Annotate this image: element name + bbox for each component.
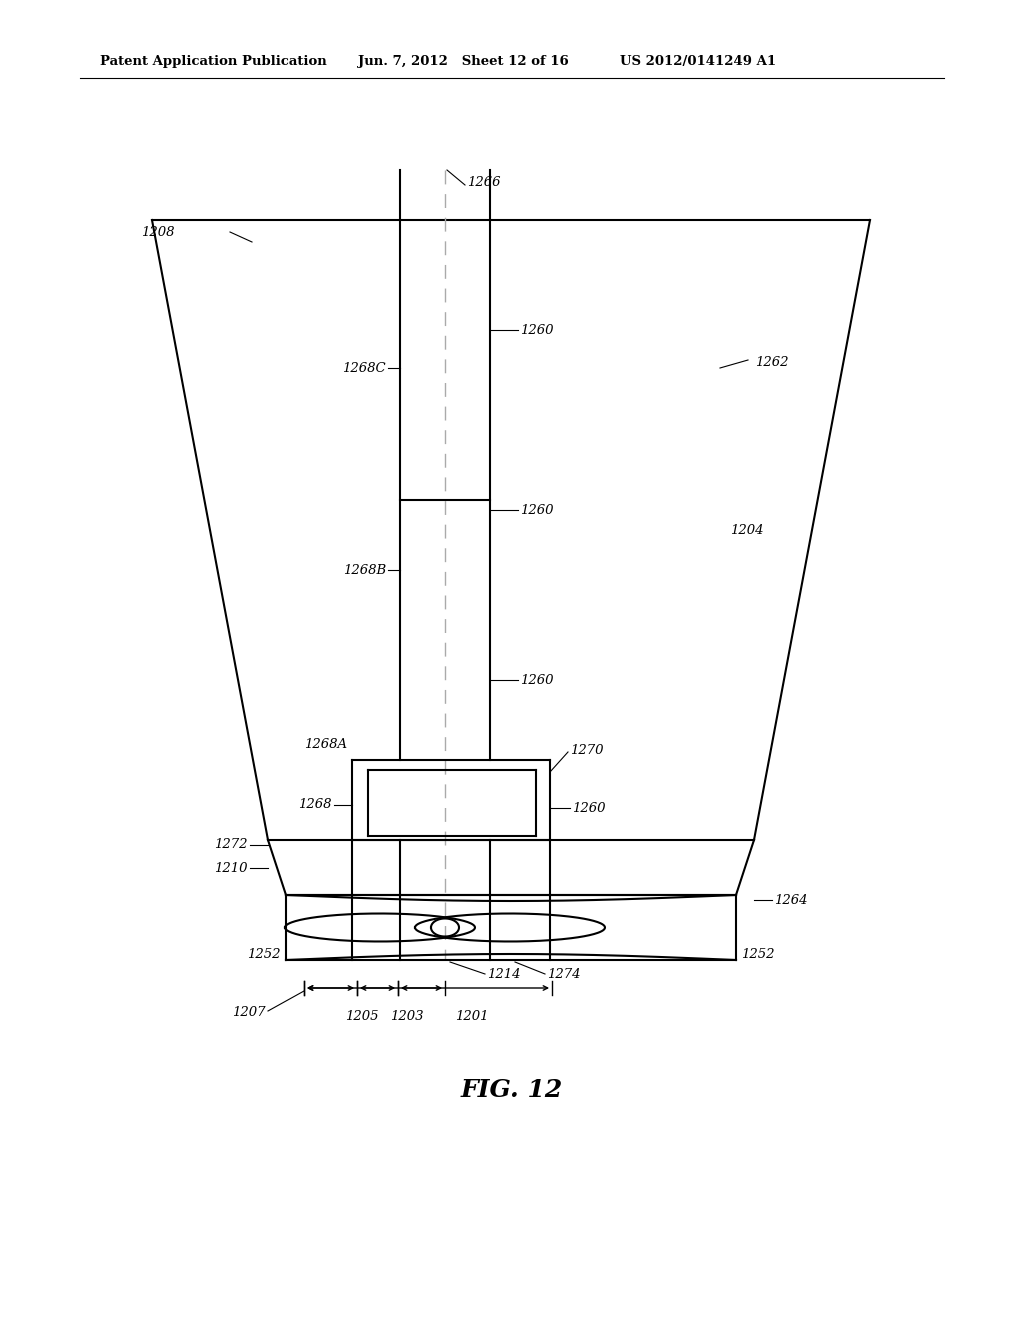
Text: 1207: 1207 <box>232 1006 266 1019</box>
Text: 1208: 1208 <box>141 226 175 239</box>
Text: 1268A: 1268A <box>304 738 347 751</box>
Text: 1260: 1260 <box>520 673 554 686</box>
Text: 1270: 1270 <box>570 743 603 756</box>
Text: FIG. 12: FIG. 12 <box>461 1078 563 1102</box>
Text: 1266: 1266 <box>467 177 501 190</box>
Text: 1252: 1252 <box>248 949 281 961</box>
Text: 1268B: 1268B <box>343 564 386 577</box>
Text: 1274: 1274 <box>547 968 581 981</box>
Text: 1268: 1268 <box>299 799 332 812</box>
Text: 1260: 1260 <box>572 801 605 814</box>
Text: Jun. 7, 2012   Sheet 12 of 16: Jun. 7, 2012 Sheet 12 of 16 <box>358 55 568 69</box>
Text: 1262: 1262 <box>755 355 788 368</box>
Text: 1214: 1214 <box>487 968 520 981</box>
Text: 1204: 1204 <box>730 524 764 536</box>
Text: US 2012/0141249 A1: US 2012/0141249 A1 <box>620 55 776 69</box>
Text: Patent Application Publication: Patent Application Publication <box>100 55 327 69</box>
Text: 1210: 1210 <box>214 862 248 874</box>
Text: 1264: 1264 <box>774 894 808 907</box>
Text: 1260: 1260 <box>520 503 554 516</box>
Text: 1252: 1252 <box>741 949 774 961</box>
Text: 1272: 1272 <box>214 838 248 851</box>
Text: 1201: 1201 <box>455 1010 488 1023</box>
Text: 1205: 1205 <box>345 1010 379 1023</box>
Text: 1203: 1203 <box>390 1010 424 1023</box>
Text: 1260: 1260 <box>520 323 554 337</box>
Text: 1268C: 1268C <box>342 362 386 375</box>
